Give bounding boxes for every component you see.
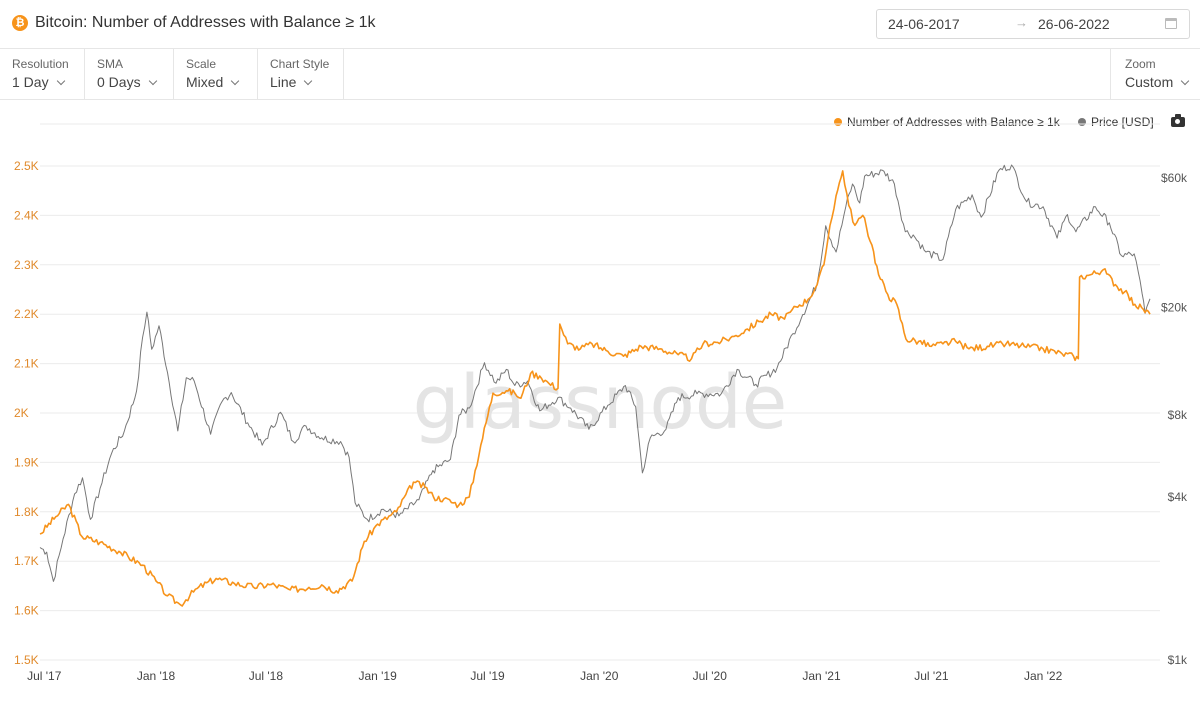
camera-icon[interactable]: [1171, 114, 1185, 127]
legend-dot: [834, 118, 842, 126]
chart-style-dropdown[interactable]: Chart Style Line: [258, 49, 344, 99]
y-right-tick-label: $20k: [1161, 300, 1188, 314]
resolution-value[interactable]: 1 Day: [12, 74, 65, 90]
y-left-tick-label: 2K: [14, 406, 29, 420]
y-right-tick-label: $60k: [1161, 171, 1188, 185]
y-left-tick-label: 1.6K: [14, 604, 39, 618]
y-axis-left: 1.5K 1.6K 1.7K 1.8K 1.9K 2K 2.1K 2.2K 2.3K 2.4K 2.…: [14, 159, 39, 667]
y-left-tick-label: 1.5K: [14, 653, 39, 667]
x-tick-label: Jan '20: [580, 669, 619, 683]
price-line: [39, 164, 1151, 582]
y-left-tick-label: 2.1K: [14, 357, 39, 371]
scale-dropdown[interactable]: Scale Mixed: [174, 49, 258, 99]
x-tick-label: Jul '20: [693, 669, 728, 683]
date-to[interactable]: 26-06-2022: [1038, 16, 1110, 32]
legend-item-addresses[interactable]: Number of Addresses with Balance ≥ 1k: [834, 115, 1060, 129]
calendar-icon[interactable]: [1165, 18, 1177, 29]
x-tick-label: Jul '18: [249, 669, 284, 683]
x-tick-label: Jan '18: [137, 669, 176, 683]
watermark: glassnode: [413, 360, 788, 446]
bitcoin-icon: ₿: [12, 15, 28, 31]
y-left-tick-label: 2.2K: [14, 307, 39, 321]
x-tick-label: Jul '19: [470, 669, 505, 683]
y-left-tick-label: 1.7K: [14, 554, 39, 568]
x-tick-label: Jan '19: [358, 669, 397, 683]
resolution-label: Resolution: [12, 57, 69, 71]
y-left-tick-label: 1.8K: [14, 505, 39, 519]
date-range-picker[interactable]: 24-06-2017 → 26-06-2022: [876, 9, 1190, 39]
chart-style-value[interactable]: Line: [270, 74, 313, 90]
y-left-tick-label: 2.4K: [14, 208, 39, 222]
zoom-dropdown[interactable]: Zoom Custom: [1110, 49, 1200, 99]
arrow-right-icon: →: [1015, 15, 1028, 30]
series-lines: [39, 164, 1151, 607]
y-left-tick-label: 2.3K: [14, 258, 39, 272]
y-axis-right: $1k $4k $8k $20k $60k: [1161, 171, 1188, 667]
y-left-tick-label: 1.9K: [14, 455, 39, 469]
zoom-value[interactable]: Custom: [1125, 74, 1190, 90]
sma-value[interactable]: 0 Days: [97, 74, 157, 90]
resolution-dropdown[interactable]: Resolution 1 Day: [0, 49, 85, 99]
x-tick-label: Jan '21: [802, 669, 841, 683]
y-left-tick-label: 2.5K: [14, 159, 39, 173]
sma-dropdown[interactable]: SMA 0 Days: [85, 49, 174, 99]
chart-style-label: Chart Style: [270, 57, 330, 71]
x-tick-label: Jul '21: [914, 669, 949, 683]
legend-label-price: Price [USD]: [1091, 115, 1154, 129]
addresses-line: [39, 170, 1151, 607]
legend-item-price[interactable]: Price [USD]: [1078, 115, 1154, 129]
scale-value[interactable]: Mixed: [186, 74, 240, 90]
legend-label-addresses: Number of Addresses with Balance ≥ 1k: [847, 115, 1060, 129]
grid-lines: [40, 165, 1160, 661]
header-bar: ₿ Bitcoin: Number of Addresses with Bala…: [0, 0, 1200, 49]
chart-toolbar: Resolution 1 Day SMA 0 Days Scale Mixed …: [0, 49, 1200, 100]
x-tick-label: Jan '22: [1024, 669, 1063, 683]
x-axis: Jul '17 Jan '18 Jul '18 Jan '19 Jul '19 Jan '…: [27, 669, 1063, 683]
zoom-label: Zoom: [1125, 57, 1156, 71]
y-right-tick-label: $8k: [1168, 408, 1188, 422]
chart-title: Bitcoin: Number of Addresses with Balanc…: [35, 14, 376, 31]
y-right-tick-label: $1k: [1168, 653, 1188, 667]
legend-dot: [1078, 118, 1086, 126]
date-from[interactable]: 24-06-2017: [888, 16, 960, 32]
scale-label: Scale: [186, 57, 217, 71]
sma-label: SMA: [97, 57, 124, 71]
y-right-tick-label: $4k: [1168, 490, 1188, 504]
x-tick-label: Jul '17: [27, 669, 62, 683]
